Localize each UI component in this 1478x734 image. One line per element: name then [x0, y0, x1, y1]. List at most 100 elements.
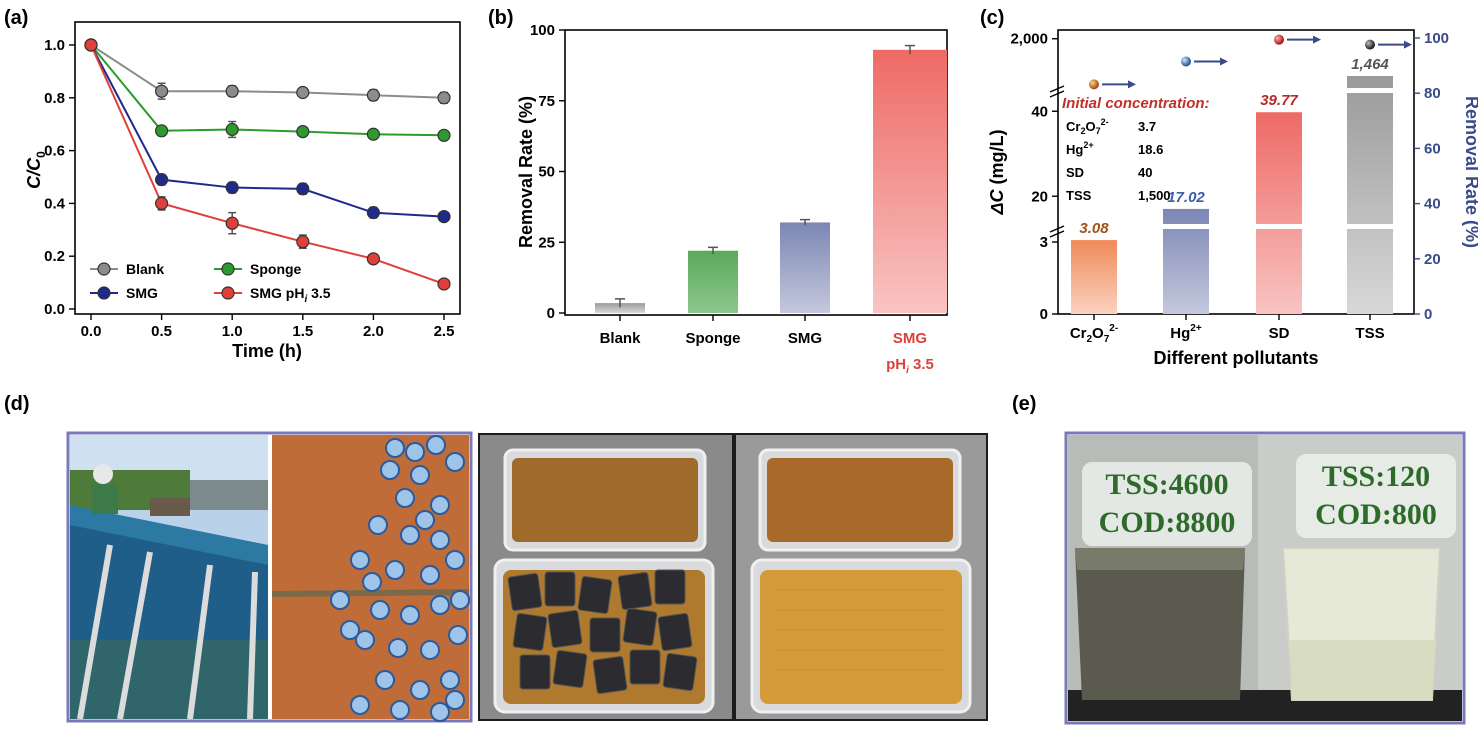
chart-c-axis-break [1049, 90, 1065, 98]
chart-a-point [366, 88, 380, 102]
chart-c-removal-arrowhead [1128, 80, 1136, 89]
photo-orange-spheres [271, 435, 470, 722]
floating-sphere [380, 460, 400, 480]
chart-a-point [155, 124, 169, 138]
chart-a-xtick-label: 1.5 [292, 323, 313, 340]
floating-sphere [445, 550, 465, 570]
chart-a-point [296, 124, 310, 139]
chart-c-xtick-label: Cr2O72- [1070, 323, 1118, 345]
chart-c-inset: Initial concentration: Cr2O72- 3.7 Hg2+ 18.6… [1062, 95, 1210, 203]
chart-b-bar [873, 49, 947, 314]
floating-sphere [415, 510, 435, 530]
chart-b-bar [780, 222, 830, 313]
chart-c-ytick-label: 20 [1031, 188, 1048, 205]
chart-c-bar [1347, 76, 1393, 314]
chart-a-ytick-label: 0.4 [44, 195, 66, 212]
chart-c-xtick-label: TSS [1355, 325, 1384, 342]
smg-block [552, 649, 588, 689]
chart-c-xtick-label: Hg2+ [1170, 323, 1202, 342]
smg-block [507, 572, 543, 612]
chart-c-ytick-label: 40 [1031, 103, 1048, 120]
chart-a-ytick-label: 0.2 [44, 248, 65, 265]
chart-c-bar-break [1346, 224, 1394, 229]
chart-a-point [437, 210, 451, 224]
chart-a-point [366, 252, 380, 266]
chart-c-y2tick-label: 20 [1424, 251, 1441, 268]
floating-sphere [450, 590, 470, 610]
chart-c-axis-break [1049, 225, 1065, 233]
chart-a-legend-label: SMG pHi 3.5 [250, 285, 331, 305]
chart-a-xtick-label: 1.0 [222, 323, 243, 340]
chart-a-point [225, 216, 239, 230]
chart-a-ytick-label: 0.8 [44, 90, 65, 107]
photo-box-after-treatment [736, 435, 986, 719]
chart-c-y2tick-label: 0 [1424, 306, 1432, 323]
smg-block [654, 569, 686, 605]
chart-c-value-label: 1,464 [1351, 56, 1389, 73]
smg-block [617, 571, 653, 611]
floating-sphere [430, 530, 450, 550]
smg-block [589, 617, 621, 653]
smg-block [662, 652, 698, 692]
chart-b-ytick-label: 25 [538, 234, 555, 251]
smg-block [519, 654, 551, 690]
chart-a-legend-marker [221, 286, 235, 300]
chart-c-value-label: 17.02 [1167, 189, 1205, 206]
chart-a-xtick-label: 2.5 [434, 323, 455, 340]
chart-a-series-line [90, 44, 445, 99]
chart-c-value-label: 39.77 [1260, 92, 1298, 109]
chart-a-legend-marker [97, 262, 111, 276]
chart-b-ytick-label: 100 [530, 22, 555, 39]
chart-c-removal-marker [1089, 79, 1099, 90]
floating-sphere [430, 595, 450, 615]
chart-c-bar [1256, 112, 1302, 314]
chart-c-inset-value: 40 [1138, 165, 1152, 180]
floating-sphere [375, 670, 395, 690]
chart-c-bar-break [1255, 224, 1303, 229]
chart-c-removal-arrowhead [1220, 57, 1228, 66]
chart-a-legend-marker [221, 262, 235, 276]
chart-c-y2label: Removal Rate (%) [1462, 96, 1478, 248]
floating-sphere [350, 550, 370, 570]
chart-b-ylabel: Removal Rate (%) [516, 96, 536, 248]
floating-sphere [410, 465, 430, 485]
chart-a-point [225, 180, 239, 195]
chart-a-point [225, 84, 239, 98]
photo-field-tank [70, 435, 268, 720]
chart-a-legend-label: Blank [126, 261, 164, 277]
chart-a-point [296, 182, 310, 196]
smg-block [544, 571, 576, 607]
floating-sphere [445, 690, 465, 710]
floating-sphere [390, 700, 410, 720]
chart-c-inset-value: 3.7 [1138, 119, 1156, 134]
chart-c-inset-species: Cr2O72- [1066, 117, 1109, 136]
chart-a-point [437, 91, 451, 105]
chart-a-point [155, 196, 169, 210]
chart-c-removal-arrowhead [1313, 35, 1321, 44]
chart-a-point [296, 235, 310, 249]
chart-c-bar-break [1162, 224, 1210, 229]
panel-label-d: (d) [4, 393, 30, 415]
chart-a-point [296, 85, 310, 100]
tss-before: TSS:4600 [1105, 468, 1229, 501]
floating-sphere [330, 590, 350, 610]
chart-a-legend-label: Sponge [250, 261, 302, 277]
chart-b-bar [688, 250, 738, 313]
chart-c-bar-break [1346, 88, 1394, 93]
chart-c-removal-marker [1365, 39, 1375, 50]
chart-a-ylabel: C/C0 [24, 151, 48, 189]
cod-after: COD:800 [1315, 498, 1437, 531]
chart-a-legend-label: SMG [126, 285, 158, 301]
floating-sphere [362, 572, 382, 592]
photo-d-left-frame [66, 431, 473, 723]
panel-label-c: (c) [980, 7, 1004, 29]
chart-b-xtick-label: Sponge [686, 330, 741, 347]
chart-c-inset-value: 18.6 [1138, 142, 1163, 157]
chart-c-y2tick-label: 40 [1424, 196, 1441, 213]
chart-a-point [225, 122, 239, 137]
chart-b-ytick-label: 75 [538, 93, 555, 110]
chart-c-xtick-label: SD [1269, 325, 1290, 342]
chart-b-xtick-label: SMG [893, 330, 927, 347]
chart-a-point [437, 277, 451, 291]
chart-a-frame [74, 21, 461, 315]
